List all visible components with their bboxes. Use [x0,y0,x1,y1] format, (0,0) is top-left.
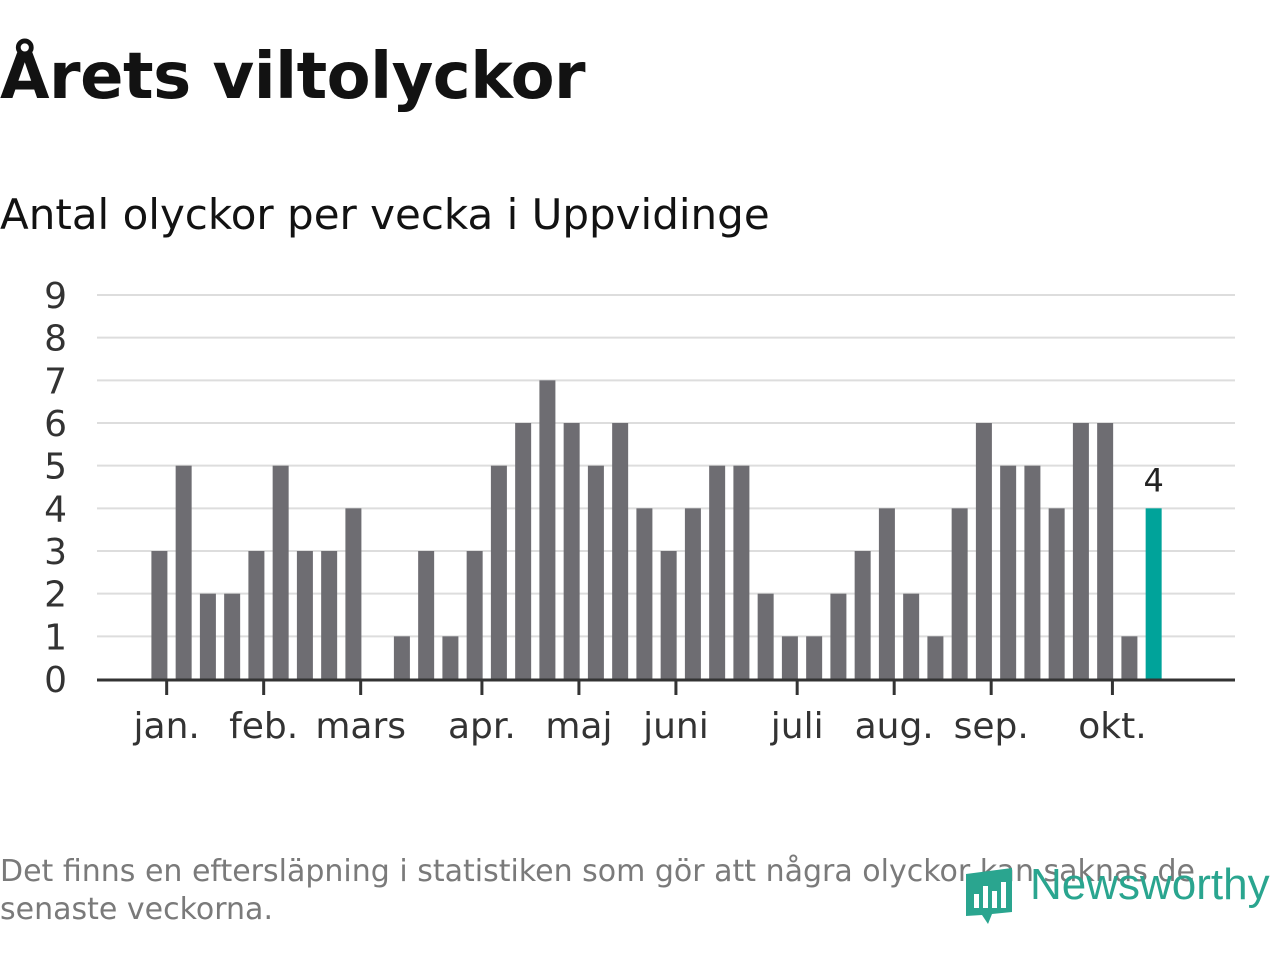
bar [684,508,701,679]
bar [1072,423,1089,679]
bar [612,423,629,679]
bar [1048,508,1065,679]
bar [1097,423,1114,679]
y-tick-label: 3 [44,532,67,573]
x-tick-label: mars [315,706,406,747]
bar [248,551,265,679]
logo-text: Newsworthy [1030,860,1270,909]
y-tick-label: 9 [44,276,67,317]
y-tick-label: 7 [44,361,67,402]
bar [345,508,362,679]
y-tick-label: 6 [44,404,67,445]
bar [272,465,289,679]
bar [1024,465,1041,679]
bar [927,636,944,679]
bar [636,508,653,679]
bar [878,508,895,679]
bar [224,593,241,679]
bar [757,593,774,679]
chart-subtitle: Antal olyckor per vecka i Uppvidinge [0,190,770,239]
bar [903,593,920,679]
bar [466,551,483,679]
bar [660,551,677,679]
bar [854,551,871,679]
newsworthy-logo-icon [966,868,1012,924]
bar [490,465,507,679]
x-tick-label: sep. [954,706,1029,747]
bar [709,465,726,679]
bar [175,465,192,679]
bar [830,593,847,679]
y-tick-label: 4 [44,489,67,530]
bar [539,380,556,679]
y-tick-label: 8 [44,319,67,360]
bar [951,508,968,679]
bar [975,423,992,679]
x-tick-label: juni [642,706,709,747]
bar [151,551,168,679]
bar [321,551,338,679]
bar [563,423,580,679]
bar [515,423,532,679]
chart-title: Årets viltolyckor [0,40,586,114]
x-tick-label: jan. [133,706,200,747]
bar [418,551,435,679]
bar [199,593,216,679]
bar [781,636,798,679]
x-tick-label: apr. [448,706,516,747]
bar [1121,636,1138,679]
bar [733,465,750,679]
bar [393,636,410,679]
x-tick-label: juli [770,706,824,747]
x-tick-label: feb. [229,706,298,747]
y-tick-label: 5 [44,447,67,488]
bar [442,636,459,679]
bar [1000,465,1017,679]
x-tick-label: aug. [855,706,934,747]
highlight-bar [1145,508,1162,679]
y-tick-label: 1 [44,617,67,658]
y-tick-label: 0 [44,660,67,701]
bar [296,551,313,679]
y-tick-label: 2 [44,575,67,616]
x-tick-label: okt. [1078,706,1146,747]
newsworthy-logo: Newsworthy [962,858,1280,930]
bar [587,465,604,679]
bar [806,636,823,679]
x-tick-label: maj [545,706,612,747]
highlight-data-label: 4 [1143,461,1163,499]
